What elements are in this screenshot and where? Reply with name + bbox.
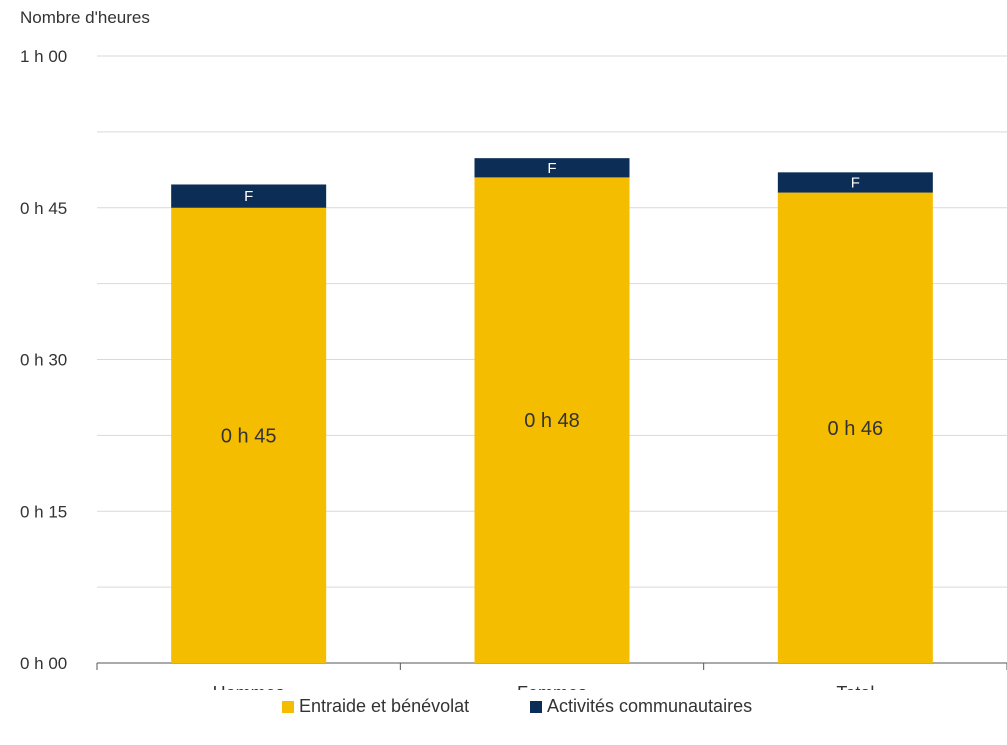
legend-swatch-entraide bbox=[282, 700, 294, 713]
data-label: F bbox=[244, 188, 253, 205]
bar-activites bbox=[474, 158, 630, 178]
data-label: 0 h 48 bbox=[524, 410, 580, 432]
y-tick-label: 0 h 30 bbox=[20, 351, 67, 370]
x-tick-label: Hommes bbox=[213, 683, 285, 690]
y-tick-label: 1 h 00 bbox=[20, 47, 67, 66]
stacked-bar-chart: 0 h 00 0 h 15 0 h 30 0 h 45 1 h 00 0 h 45 F Hom… bbox=[20, 47, 1007, 690]
y-axis-title: Nombre d'heures bbox=[20, 8, 150, 27]
bar-entraide bbox=[777, 192, 933, 663]
legend-item-activites: Activités communautaires bbox=[530, 696, 752, 717]
y-tick-label: 0 h 15 bbox=[20, 502, 67, 521]
data-label: F bbox=[547, 160, 556, 177]
legend-label-activites: Activités communautaires bbox=[547, 696, 753, 716]
legend: Entraide et bénévolat Activités communau… bbox=[0, 696, 1007, 720]
y-tick-label: 0 h 45 bbox=[20, 199, 67, 218]
x-tick-label: Femmes bbox=[517, 683, 587, 690]
data-label: F bbox=[851, 174, 860, 191]
bar-activites bbox=[777, 172, 933, 193]
bar-entraide bbox=[171, 207, 327, 663]
y-tick-label: 0 h 00 bbox=[20, 654, 67, 673]
bar-entraide bbox=[474, 177, 630, 663]
x-tick-label: Total bbox=[836, 683, 874, 690]
legend-item-entraide: Entraide et bénévolat bbox=[282, 696, 469, 717]
bar-activites bbox=[171, 184, 327, 208]
data-label: 0 h 46 bbox=[828, 418, 884, 440]
legend-label-entraide: Entraide et bénévolat bbox=[299, 696, 470, 716]
legend-swatch-activites bbox=[530, 700, 542, 713]
data-label: 0 h 45 bbox=[221, 425, 277, 447]
